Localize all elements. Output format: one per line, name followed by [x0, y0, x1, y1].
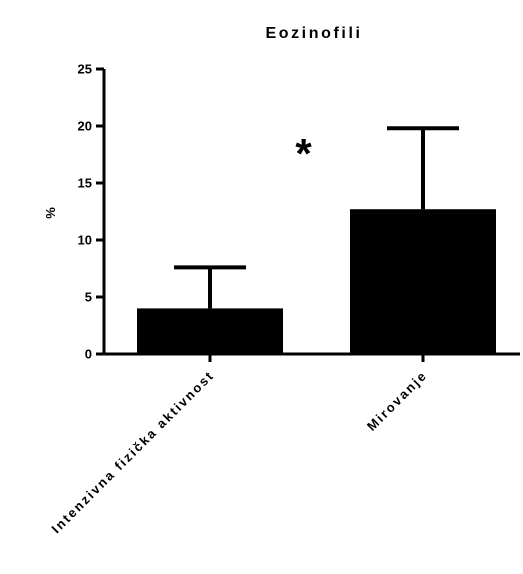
x-axis: Intenzivna fizička aktivnost Mirovanje [48, 352, 520, 537]
bar [350, 209, 496, 354]
significance-star: * [295, 130, 312, 177]
bars-group [137, 209, 496, 354]
y-axis-label: % [43, 207, 58, 219]
y-tick-label: 0 [85, 347, 92, 362]
error-bars-group [174, 126, 459, 309]
y-tick-label: 5 [85, 290, 92, 305]
y-tick-label: 25 [78, 62, 92, 77]
y-tick-label: 15 [78, 176, 92, 191]
y-tick-label: 10 [78, 233, 92, 248]
chart-title: Eozinofili [265, 25, 362, 42]
annotations-group: * [295, 130, 312, 177]
y-axis: 0 5 10 15 20 25 [78, 62, 106, 362]
x-tick-label: Intenzivna fizička aktivnost [48, 368, 217, 537]
bar [137, 308, 283, 354]
y-tick-label: 20 [78, 119, 92, 134]
x-tick-label: Mirovanje [364, 368, 430, 434]
